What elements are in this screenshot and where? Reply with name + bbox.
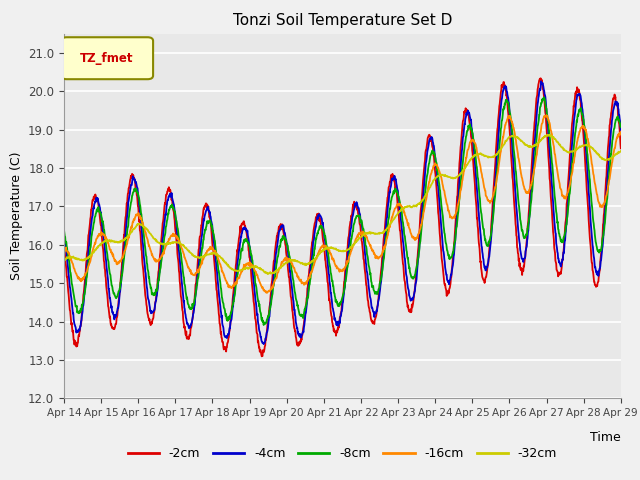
Text: Time: Time	[590, 431, 621, 444]
Title: Tonzi Soil Temperature Set D: Tonzi Soil Temperature Set D	[233, 13, 452, 28]
FancyBboxPatch shape	[61, 37, 153, 79]
Text: TZ_fmet: TZ_fmet	[80, 52, 134, 65]
Y-axis label: Soil Temperature (C): Soil Temperature (C)	[10, 152, 22, 280]
Legend: -2cm, -4cm, -8cm, -16cm, -32cm: -2cm, -4cm, -8cm, -16cm, -32cm	[123, 442, 562, 465]
